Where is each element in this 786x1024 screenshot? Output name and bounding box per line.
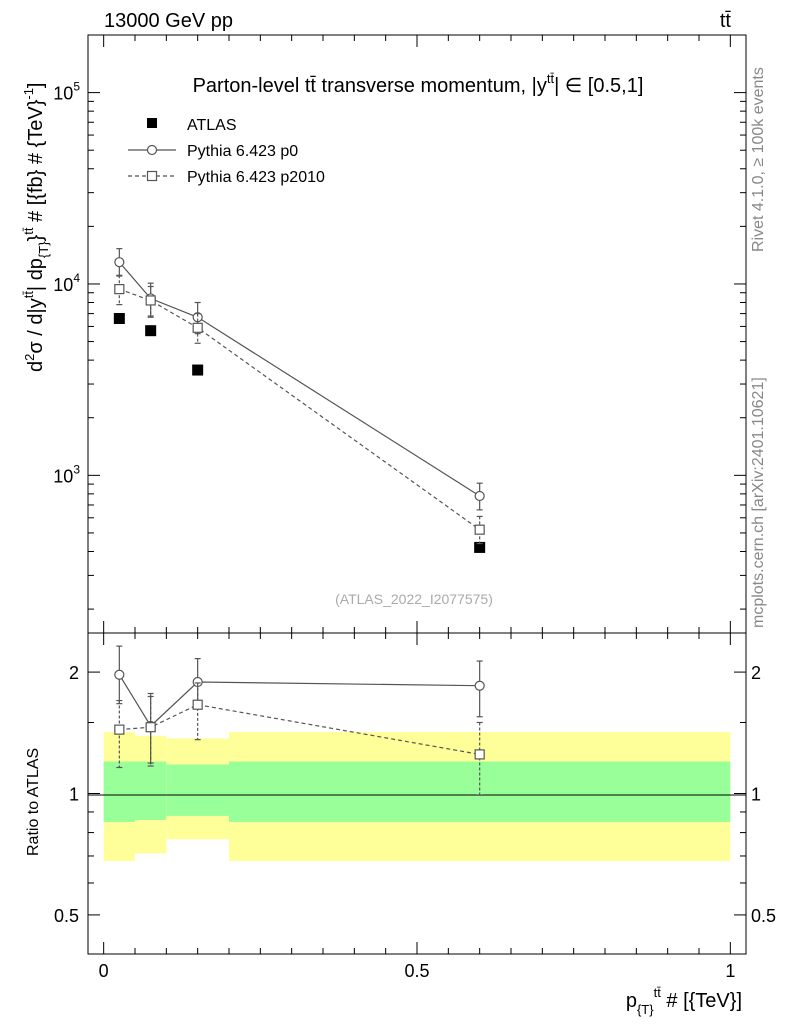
ratio-point (474, 680, 485, 691)
ratio-point (192, 699, 203, 710)
y-axis-label: d2σ / d|ytt̄| dp{T}}tt̄ # [{fb} # {TeV}-… (21, 83, 51, 373)
uncertainty-band-inner (229, 761, 731, 822)
data-point (474, 490, 485, 502)
analysis-label: (ATLAS_2022_I2077575) (335, 591, 493, 607)
legend-label-atlas: ATLAS (187, 117, 237, 134)
ratio-point (192, 676, 203, 688)
ratio-ticks: 0.5 0.5 1 1 2 2 0 0.5 1 (54, 633, 776, 981)
ratio-tick-label: 0.5 (54, 906, 79, 926)
ratio-point (114, 669, 125, 680)
series-1 (114, 248, 485, 511)
ratio-point (474, 749, 485, 760)
mcplots-label: mcplots.cern.ch [arXiv:2401.10621] (750, 377, 767, 628)
series-line (118, 261, 481, 497)
data-point (474, 541, 486, 553)
data-point (145, 295, 156, 306)
data-point (474, 524, 485, 535)
y-tick-label: 105 (53, 80, 80, 104)
ratio-tick-label: 2 (69, 663, 79, 683)
ratio-tick-label-right: 2 (751, 663, 761, 683)
ratio-y-axis-label: Ratio to ATLAS (25, 748, 42, 856)
ratio-point (114, 724, 125, 735)
y-tick-label: 104 (53, 271, 80, 295)
ratio-line (118, 674, 480, 727)
uncertainty-band-inner (166, 764, 229, 816)
header-right: tt̄ (720, 10, 732, 32)
ratio-line (119, 704, 480, 755)
series-2 (114, 274, 485, 545)
x-tick-label: 0.5 (404, 961, 429, 981)
x-tick-label: 1 (725, 961, 735, 981)
data-point (114, 284, 125, 295)
ratio-series-1 (114, 682, 485, 796)
rivet-label: Rivet 4.1.0, ≥ 100k events (750, 67, 767, 252)
data-point (113, 313, 125, 325)
data-point (145, 325, 157, 337)
series-0 (113, 313, 486, 553)
ratio-tick-label-right: 1 (751, 785, 761, 805)
ratio-tick-label: 1 (69, 785, 79, 805)
main-series (113, 248, 486, 553)
legend: ATLAS Pythia 6.423 p0 Pythia 6.423 p2010 (128, 117, 325, 186)
ratio-tick-label-right: 0.5 (751, 906, 776, 926)
legend-label-p0: Pythia 6.423 p0 (187, 143, 298, 160)
uncertainty-band-inner (103, 761, 135, 822)
data-point (192, 322, 203, 333)
x-tick-label: 0 (99, 961, 109, 981)
legend-marker-p0 (146, 144, 158, 156)
ratio-series (114, 645, 485, 796)
legend-marker-atlas (147, 118, 157, 128)
ratio-point (145, 722, 156, 733)
data-point (192, 364, 204, 376)
data-point (114, 257, 125, 268)
series-line (119, 288, 481, 531)
legend-marker-p2010 (146, 170, 158, 182)
data-point (192, 312, 203, 323)
chart-title: Parton-level tt̄ transverse momentum, |y… (193, 71, 644, 97)
main-ticks: 103 104 105 (53, 34, 746, 633)
y-tick-label: 103 (53, 462, 80, 486)
header-left: 13000 GeV pp (104, 10, 233, 32)
ratio-bands (103, 732, 731, 862)
legend-label-p2010: Pythia 6.423 p2010 (187, 169, 325, 186)
x-axis-label: p{T}tt̄ # [{TeV}] (626, 985, 742, 1017)
uncertainty-band-inner (135, 761, 167, 820)
